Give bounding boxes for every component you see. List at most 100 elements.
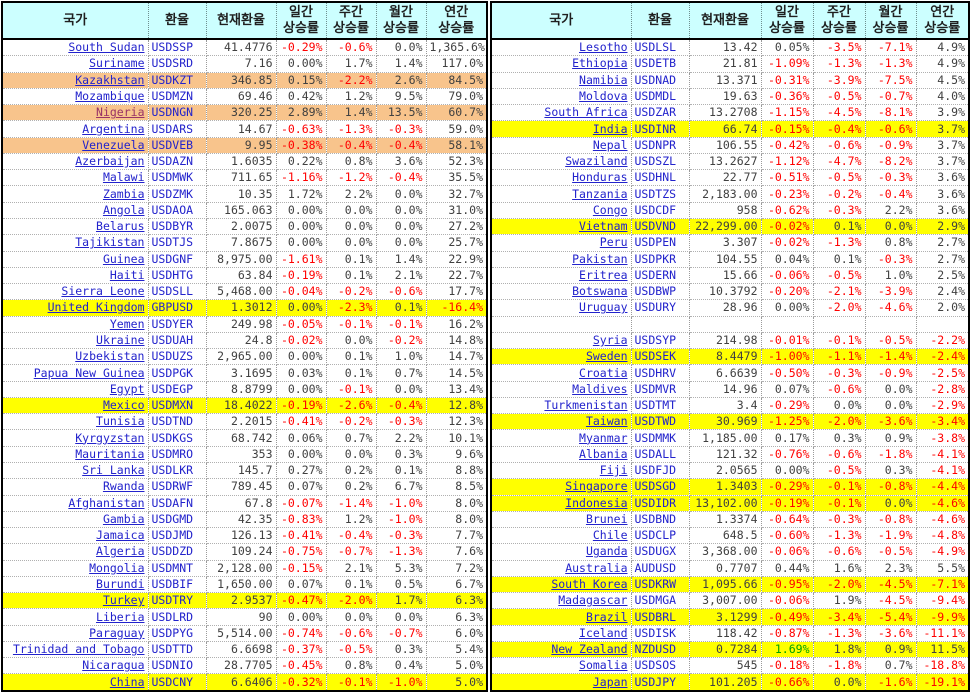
country-link[interactable]: Argentina [2, 120, 149, 138]
country-link[interactable]: Brazil [491, 608, 632, 626]
country-link[interactable]: Somalia [491, 657, 632, 675]
country-link[interactable]: Mauritania [2, 446, 149, 463]
country-link[interactable]: Syria [491, 332, 632, 350]
country-link[interactable]: South Korea [491, 576, 632, 594]
country-link[interactable]: South Sudan [2, 39, 149, 57]
country-link[interactable]: Chile [491, 527, 632, 545]
currency-pair-code: USDSOS [631, 657, 690, 675]
country-link[interactable]: Nepal [491, 137, 632, 154]
country-link[interactable]: Myanmar [491, 429, 632, 447]
country-link[interactable]: India [491, 120, 632, 138]
country-link[interactable]: Uganda [491, 543, 632, 561]
country-link[interactable]: Albania [491, 446, 632, 463]
daily-change: -0.63% [276, 120, 327, 138]
country-link[interactable]: Eritrea [491, 267, 632, 285]
monthly-change: -0.9% [865, 364, 917, 382]
country-link[interactable]: South Africa [491, 104, 632, 122]
country-link[interactable]: Trinidad and Tobago [2, 641, 149, 659]
country-link[interactable]: Turkmenistan [491, 397, 632, 415]
country-link[interactable]: Moldova [491, 88, 632, 106]
country-link[interactable]: Mongolia [2, 560, 149, 577]
country-link[interactable]: Burundi [2, 576, 149, 594]
country-link[interactable]: Kyrgyzstan [2, 429, 149, 447]
country-link[interactable]: Australia [491, 560, 632, 577]
country-link[interactable]: Lesotho [491, 39, 632, 57]
country-link[interactable]: Jamaica [2, 527, 149, 545]
country-link[interactable]: Tunisia [2, 413, 149, 431]
current-rate: 10.3792 [689, 283, 762, 301]
current-rate: 5,468.00 [206, 283, 277, 301]
weekly-change: -2.3% [326, 299, 377, 317]
country-link[interactable]: Ukraine [2, 332, 149, 350]
country-link[interactable]: Tanzania [491, 185, 632, 203]
country-link[interactable]: Fiji [491, 462, 632, 480]
country-link[interactable]: Mexico [2, 397, 149, 415]
currency-pair-code: USDTWD [631, 413, 690, 431]
country-link[interactable]: Nigeria [2, 104, 149, 122]
currency-pair-code [631, 316, 690, 333]
country-link[interactable]: Ethiopia [491, 55, 632, 73]
country-link[interactable]: Congo [491, 202, 632, 220]
country-link[interactable]: Tajikistan [2, 234, 149, 252]
country-link[interactable]: Uzbekistan [2, 348, 149, 366]
country-link[interactable]: Botswana [491, 283, 632, 301]
country-link[interactable]: Turkey [2, 592, 149, 610]
country-link[interactable]: Kazakhstan [2, 72, 149, 89]
country-link[interactable]: Papua New Guinea [2, 364, 149, 382]
country-link[interactable]: Venezuela [2, 137, 149, 154]
country-link[interactable]: United Kingdom [2, 299, 149, 317]
country-link[interactable]: Egypt [2, 381, 149, 398]
yearly-change: 22.7% [426, 267, 487, 285]
country-link[interactable]: Sierra Leone [2, 283, 149, 301]
yearly-change: 2.5% [916, 267, 969, 285]
country-link[interactable]: Namibia [491, 72, 632, 89]
country-link[interactable]: New Zealand [491, 641, 632, 659]
current-rate: 5,514.00 [206, 625, 277, 642]
country-link[interactable]: Malawi [2, 169, 149, 187]
country-link[interactable]: Nicaragua [2, 657, 149, 675]
country-link[interactable]: Angola [2, 202, 149, 220]
country-link[interactable]: Paraguay [2, 625, 149, 642]
country-link[interactable]: Haiti [2, 267, 149, 285]
country-link[interactable]: Singapore [491, 478, 632, 496]
currency-pair-code: USDALL [631, 446, 690, 463]
country-link[interactable]: Madagascar [491, 592, 632, 610]
country-link[interactable]: Pakistan [491, 251, 632, 268]
country-link[interactable]: China [2, 673, 149, 692]
country-link[interactable]: Gambia [2, 511, 149, 529]
country-link[interactable]: Afghanistan [2, 495, 149, 512]
country-link[interactable]: Sweden [491, 348, 632, 366]
country-link[interactable]: Mozambique [2, 88, 149, 106]
country-link[interactable]: Sri Lanka [2, 462, 149, 480]
country-link[interactable]: Maldives [491, 381, 632, 398]
country-link[interactable]: Guinea [2, 251, 149, 268]
country-link[interactable]: Taiwan [491, 413, 632, 431]
currency-pair-code: USDNPR [631, 137, 690, 154]
country-link[interactable]: Peru [491, 234, 632, 252]
country-link[interactable]: Honduras [491, 169, 632, 187]
country-link[interactable]: Indonesia [491, 495, 632, 512]
country-link[interactable]: Vietnam [491, 218, 632, 236]
yearly-change: -9.9% [916, 608, 969, 626]
country-link[interactable]: Belarus [2, 218, 149, 236]
country-link[interactable]: Rwanda [2, 478, 149, 496]
country-link[interactable]: Brunei [491, 511, 632, 529]
country-link[interactable]: Uruguay [491, 299, 632, 317]
empty-row [491, 316, 969, 333]
country-link[interactable]: Algeria [2, 543, 149, 561]
country-link[interactable]: Swaziland [491, 153, 632, 171]
current-rate: 1.3403 [689, 478, 762, 496]
country-link[interactable]: Azerbaijan [2, 153, 149, 171]
daily-change: -0.37% [276, 641, 327, 659]
monthly-change: -0.8% [865, 478, 917, 496]
country-link[interactable]: Iceland [491, 625, 632, 642]
country-link[interactable]: Suriname [2, 55, 149, 73]
fx-row: Afghanistan USDAFN 67.8 -0.07% -1.4% -1.0% 8.0… [2, 495, 487, 512]
country-link[interactable]: Yemen [2, 316, 149, 333]
country-link[interactable]: Japan [491, 673, 632, 692]
country-link[interactable]: Croatia [491, 364, 632, 382]
current-rate: 353 [206, 446, 277, 463]
country-link[interactable]: Liberia [2, 608, 149, 626]
country-link[interactable]: Zambia [2, 185, 149, 203]
weekly-change: 2.1% [326, 560, 377, 577]
